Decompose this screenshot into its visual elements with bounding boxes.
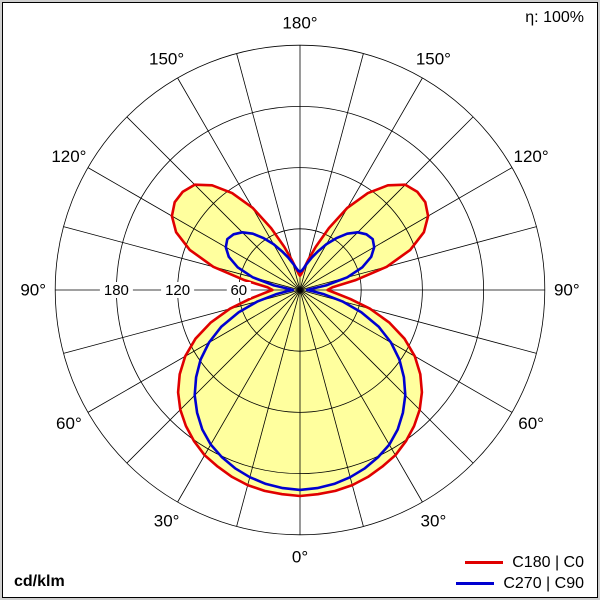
radial-label-bg [161, 282, 195, 298]
grid-spoke [299, 289, 364, 527]
angle-label: 60° [518, 414, 544, 433]
grid-spoke [299, 289, 474, 464]
angle-label: 30° [154, 512, 180, 531]
grid-spoke [299, 289, 423, 503]
angle-label: 120° [51, 147, 86, 166]
angle-label: 180° [282, 14, 317, 33]
grid-spoke [177, 289, 301, 503]
grid-spoke [299, 53, 364, 291]
legend-label-c90-plane: C270 | C90 [503, 574, 584, 592]
radial-label-bg [226, 282, 251, 298]
grid-spoke [87, 289, 301, 413]
grid-spoke [177, 77, 301, 291]
series-curve [170, 183, 430, 498]
legend-line-blue [456, 582, 495, 585]
angle-label: 30° [421, 512, 447, 531]
unit-label: cd/klm [14, 573, 65, 590]
angle-label: 150° [416, 49, 451, 68]
grid-spoke [126, 116, 301, 291]
radial-label: 120 [165, 282, 190, 299]
grid-spoke [126, 289, 301, 464]
radial-label: 180 [104, 282, 129, 299]
legend: C180 | C0 C270 | C90 [456, 552, 584, 594]
grid-spoke [87, 167, 301, 291]
grid-spoke [299, 77, 423, 291]
angle-label: 90° [20, 281, 46, 300]
grid-spoke [299, 289, 513, 413]
angle-label: 60° [56, 414, 82, 433]
efficiency-label: η: 100% [525, 9, 584, 26]
radial-label-bg [99, 282, 133, 298]
series-curve [193, 231, 407, 492]
angle-label: 150° [149, 49, 184, 68]
angle-label: 0° [292, 547, 308, 566]
grid-spoke [236, 289, 301, 527]
legend-item-c90-plane: C270 | C90 [456, 573, 584, 594]
angle-label: 90° [554, 281, 580, 300]
legend-line-red [465, 561, 504, 564]
angle-label: 120° [514, 147, 549, 166]
grid-spoke [299, 167, 513, 291]
legend-item-c0-plane: C180 | C0 [456, 552, 584, 573]
grid-spoke [236, 53, 301, 291]
grid-spoke [299, 116, 474, 291]
legend-label-c0-plane: C180 | C0 [512, 553, 584, 571]
radial-label: 60 [230, 282, 247, 299]
